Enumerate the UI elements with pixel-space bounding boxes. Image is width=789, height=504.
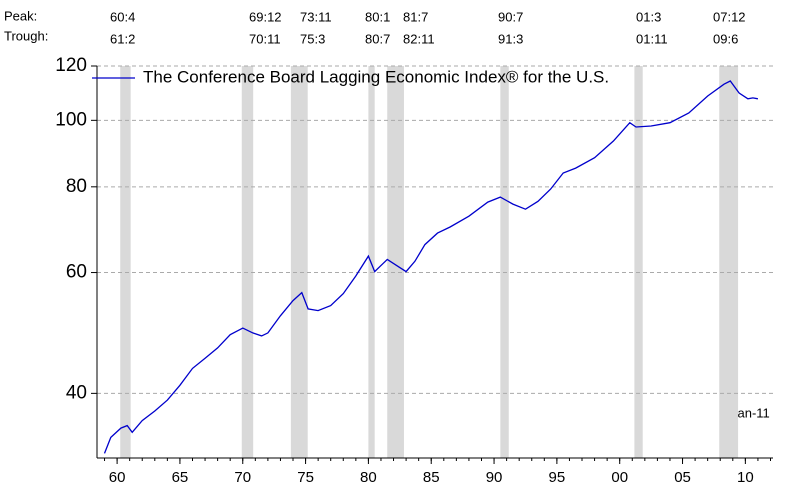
trough-label: 09:6 (713, 31, 738, 46)
trough-label: 82:11 (403, 31, 435, 46)
recession-band (719, 66, 739, 458)
recession-band (500, 66, 509, 458)
x-tick-label: 65 (172, 469, 189, 486)
y-tick-label: 60 (66, 262, 87, 283)
trough-label: 01:11 (636, 31, 668, 46)
peak-label: 90:7 (498, 9, 523, 24)
trough-label: 80:7 (365, 31, 390, 46)
y-tick-label: 40 (66, 382, 87, 403)
legend-label: The Conference Board Lagging Economic In… (143, 67, 609, 86)
x-tick-label: 00 (611, 469, 628, 486)
x-tick-label: 75 (297, 469, 314, 486)
trough-label: 70:11 (249, 31, 281, 46)
peak-label: 07:12 (713, 9, 746, 24)
trough-label: 75:3 (300, 31, 325, 46)
recession-band (120, 66, 131, 458)
peak-label: 81:7 (403, 9, 428, 24)
peak-label: 80:1 (365, 9, 390, 24)
x-tick-label: 60 (109, 469, 126, 486)
peak-label: 73:11 (300, 9, 332, 24)
peak-label: 69:12 (249, 9, 282, 24)
x-tick-label: 70 (234, 469, 251, 486)
trough-label: 61:2 (110, 31, 135, 46)
y-tick-label: 80 (66, 176, 87, 197)
y-tick-label: 100 (55, 109, 87, 130)
trough-row-label: Trough: (4, 28, 48, 43)
series-line (103, 80, 759, 454)
x-tick-label: 95 (549, 469, 566, 486)
recession-band (387, 66, 404, 458)
recession-band (368, 66, 375, 458)
peak-row-label: Peak: (4, 8, 37, 23)
recession-band (290, 66, 308, 458)
peak-label: 60:4 (110, 9, 135, 24)
annotation: Jan-11 (731, 405, 770, 420)
x-tick-label: 05 (674, 469, 691, 486)
x-tick-label: 10 (737, 469, 754, 486)
x-tick-label: 90 (486, 469, 503, 486)
y-tick-label: 120 (55, 55, 87, 76)
peak-label: 01:3 (636, 9, 661, 24)
trough-label: 91:3 (498, 31, 523, 46)
recession-band (241, 66, 254, 458)
recession-band (634, 66, 643, 458)
x-tick-label: 80 (360, 469, 377, 486)
x-tick-label: 85 (423, 469, 440, 486)
